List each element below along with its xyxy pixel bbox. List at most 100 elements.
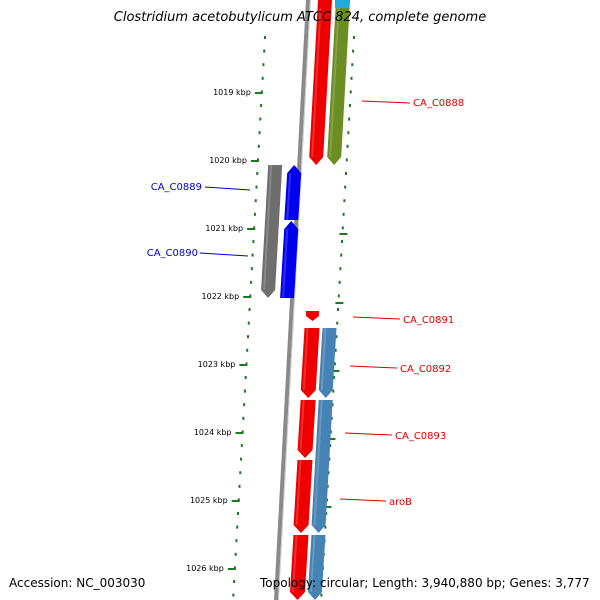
gene-ca-c0890-shade	[282, 229, 289, 298]
minor-tick-left	[254, 199, 257, 203]
minor-tick-right	[343, 199, 346, 203]
minor-tick-left	[259, 117, 262, 121]
major-tick	[227, 568, 236, 570]
minor-tick-left	[237, 498, 240, 502]
minor-tick-right	[344, 172, 347, 175]
kbp-label: 1022 kbp	[202, 292, 240, 301]
gene-ca-c0889	[284, 165, 302, 220]
minor-tick-left	[261, 76, 264, 80]
minor-tick-left	[263, 36, 266, 39]
topology-summary: Topology: circular; Length: 3,940,880 bp…	[260, 576, 590, 590]
map-title: Clostridium acetobutylicum ATCC 824, com…	[113, 10, 487, 25]
minor-tick-right	[346, 144, 349, 148]
minor-tick-right	[329, 444, 332, 447]
minor-tick-right	[350, 76, 353, 80]
minor-tick-left	[239, 471, 242, 475]
gene-ca-c0893	[297, 400, 316, 458]
minor-tick-left	[258, 131, 261, 135]
gene-label-leader	[204, 186, 251, 191]
gene-label: CA_C0888	[413, 98, 464, 109]
minor-tick-left	[251, 253, 254, 257]
gene-gray-track-shade	[263, 165, 273, 290]
minor-tick-right	[330, 416, 333, 420]
gene-label-leader	[344, 432, 393, 436]
accession-text: Accession: NC_003030	[9, 576, 146, 590]
gene-ca-c0893-shade	[299, 400, 305, 450]
minor-tick-left	[248, 308, 251, 311]
major-tick	[243, 296, 252, 298]
minor-tick-left	[236, 512, 239, 515]
minor-tick-left	[241, 430, 244, 434]
gene-gray-track	[261, 165, 283, 298]
minor-tick-left	[244, 376, 247, 379]
minor-tick-left	[253, 212, 256, 216]
minor-tick-right	[348, 117, 351, 121]
gene-label: CA_C0890	[147, 248, 198, 259]
minor-tick-right	[324, 525, 327, 529]
kbp-label: 1023 kbp	[198, 360, 236, 369]
gene-ca-c0893-steel-shade	[313, 400, 323, 525]
minor-tick-left	[243, 389, 246, 393]
gene-label-leader	[199, 252, 249, 257]
genome-backbone-edge	[278, 0, 311, 600]
gene-label: CA_C0889	[151, 182, 202, 193]
major-tick-right	[331, 370, 340, 372]
gene-steel-bottom	[308, 535, 326, 600]
gene-steel-bottom-shade	[310, 535, 316, 592]
major-tick-right	[323, 506, 332, 508]
minor-tick-right	[331, 403, 334, 407]
minor-tick-right	[352, 49, 355, 53]
gene-label: CA_C0893	[395, 431, 446, 442]
minor-tick-right	[329, 430, 332, 434]
minor-tick-left	[249, 294, 252, 298]
minor-tick-left	[260, 90, 263, 94]
gene-ca-c0890	[280, 221, 299, 298]
gene-ca-c0888-forward-shade	[311, 0, 322, 157]
minor-tick-left	[247, 321, 250, 325]
minor-tick-left	[250, 267, 253, 271]
gene-label-leader	[352, 316, 401, 320]
gene-cyan-fragment	[335, 0, 349, 8]
minor-tick-left	[257, 144, 260, 148]
minor-tick-left	[250, 280, 253, 284]
minor-tick-right	[336, 321, 339, 325]
major-tick-right	[339, 233, 348, 235]
gene-ca-c0889-shade	[286, 173, 292, 220]
major-tick	[239, 364, 248, 366]
minor-tick-left	[260, 104, 263, 107]
gene-ca-c0888-forward	[309, 0, 332, 165]
gene-red-bottom	[290, 535, 309, 600]
minor-tick-right	[341, 240, 343, 243]
minor-tick-right	[339, 267, 342, 271]
minor-tick-left	[247, 335, 250, 339]
minor-tick-left	[245, 362, 248, 366]
minor-tick-left	[256, 172, 259, 175]
minor-tick-right	[333, 362, 336, 366]
kbp-label: 1019 kbp	[213, 88, 251, 97]
minor-tick-right	[349, 90, 352, 94]
major-tick	[247, 228, 256, 230]
minor-tick-left	[233, 580, 236, 583]
minor-tick-right	[347, 131, 350, 135]
gene-ca-c0891	[306, 311, 319, 321]
genome-backbone	[274, 0, 310, 600]
kbp-label: 1026 kbp	[186, 564, 224, 573]
minor-tick-left	[257, 158, 260, 162]
minor-tick-left	[235, 539, 238, 543]
minor-tick-right	[338, 280, 341, 284]
minor-tick-left	[253, 226, 256, 230]
minor-tick-right	[342, 212, 345, 216]
major-tick	[250, 160, 259, 162]
minor-tick-left	[234, 552, 237, 556]
gene-ca-c0888-olive-shade	[329, 0, 340, 157]
major-tick-right	[327, 438, 336, 440]
gene-label: CA_C0892	[400, 364, 451, 375]
minor-tick-left	[255, 185, 258, 189]
kbp-label: 1024 kbp	[194, 428, 232, 437]
minor-tick-right	[351, 63, 354, 67]
minor-tick-left	[243, 403, 246, 407]
gene-label-leader	[349, 365, 398, 369]
minor-tick-right	[333, 376, 336, 379]
